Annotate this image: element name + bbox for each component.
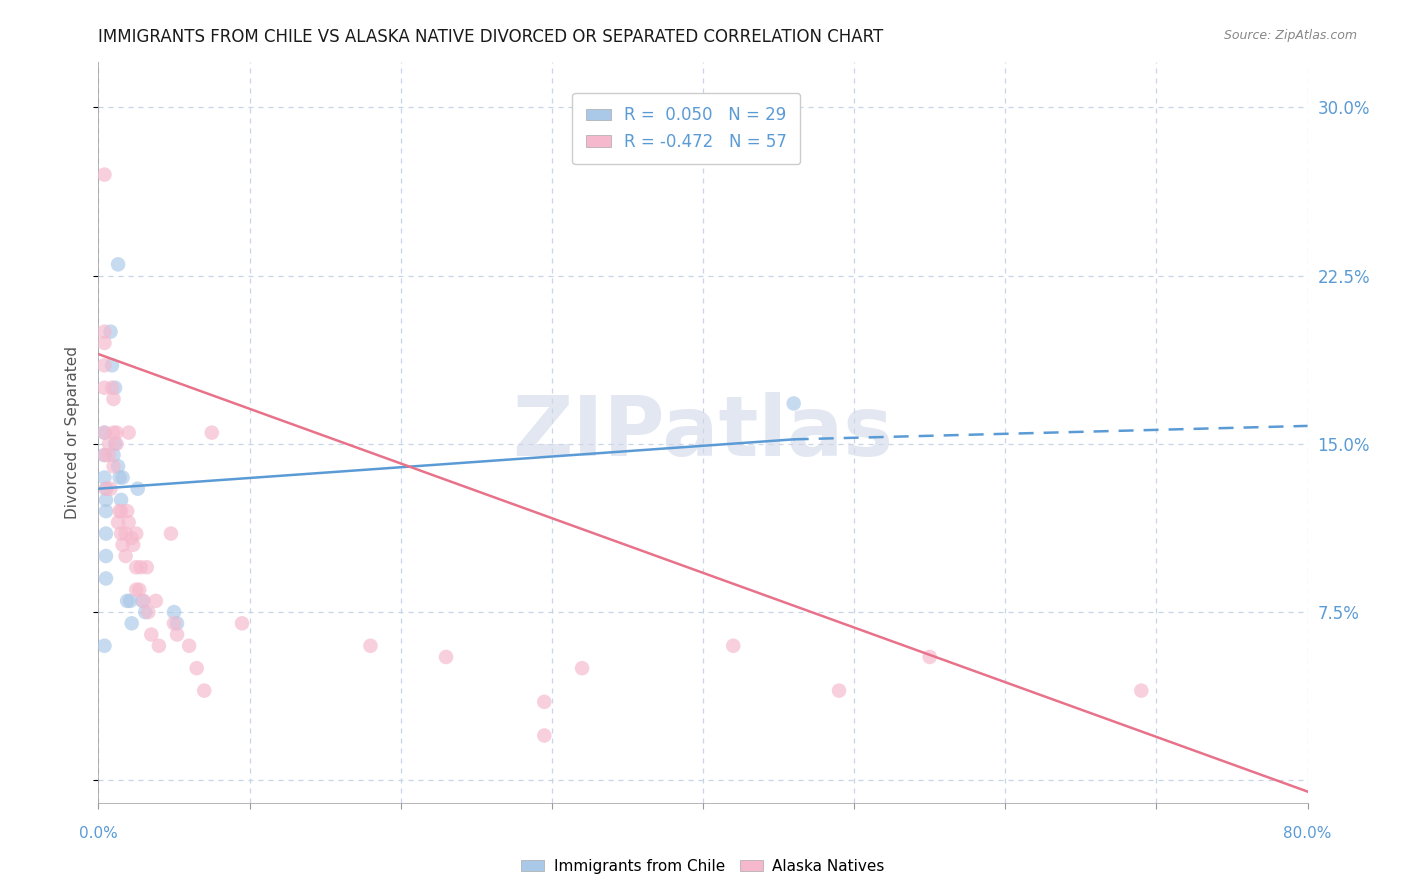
Point <box>101 359 124 373</box>
Point <box>918 650 941 665</box>
Point <box>111 470 134 484</box>
Point <box>93 470 115 484</box>
Legend: R =  0.050   N = 29, R = -0.472   N = 57: R = 0.050 N = 29, R = -0.472 N = 57 <box>572 93 800 164</box>
Point <box>93 448 115 462</box>
Point <box>105 437 128 451</box>
Point <box>125 526 148 541</box>
Point <box>114 549 136 563</box>
Text: ZIPatlas: ZIPatlas <box>513 392 893 473</box>
Point <box>94 504 117 518</box>
Point <box>115 594 138 608</box>
Point <box>107 459 129 474</box>
Point <box>127 482 149 496</box>
Point <box>131 594 153 608</box>
Point <box>104 437 127 451</box>
Point <box>201 425 224 440</box>
Point <box>186 661 208 675</box>
Point <box>110 492 132 507</box>
Point <box>360 639 382 653</box>
Point <box>103 425 125 440</box>
Point <box>141 627 163 641</box>
Point <box>120 594 142 608</box>
Legend: Immigrants from Chile, Alaska Natives: Immigrants from Chile, Alaska Natives <box>516 853 890 880</box>
Point <box>110 526 132 541</box>
Point <box>108 470 131 484</box>
Point <box>128 582 150 597</box>
Point <box>163 616 186 631</box>
Point <box>783 396 806 410</box>
Point <box>166 616 188 631</box>
Text: 0.0%: 0.0% <box>79 827 118 841</box>
Point <box>434 650 457 665</box>
Point <box>100 325 122 339</box>
Point <box>94 526 117 541</box>
Point <box>94 571 117 585</box>
Point <box>828 683 851 698</box>
Point <box>93 381 115 395</box>
Point <box>93 448 115 462</box>
Point <box>231 616 253 631</box>
Point <box>93 425 115 440</box>
Point <box>94 482 117 496</box>
Point <box>93 335 115 350</box>
Point <box>107 257 129 271</box>
Point <box>193 683 215 698</box>
Point <box>118 516 141 530</box>
Point <box>160 526 183 541</box>
Point <box>121 531 143 545</box>
Point <box>132 594 155 608</box>
Point <box>93 639 115 653</box>
Point <box>121 616 143 631</box>
Point <box>118 425 141 440</box>
Point <box>129 560 152 574</box>
Point <box>136 605 159 619</box>
Point <box>103 459 125 474</box>
Point <box>134 605 156 619</box>
Point <box>533 729 555 743</box>
Point <box>135 560 157 574</box>
Point <box>179 639 201 653</box>
Point <box>94 549 117 563</box>
Point <box>93 425 115 440</box>
Text: 80.0%: 80.0% <box>1284 827 1331 841</box>
Point <box>145 594 167 608</box>
Point <box>104 381 127 395</box>
Point <box>111 538 134 552</box>
Point <box>105 425 128 440</box>
Point <box>94 482 117 496</box>
Point <box>103 392 125 406</box>
Point <box>114 526 136 541</box>
Point <box>94 492 117 507</box>
Point <box>148 639 170 653</box>
Point <box>533 695 555 709</box>
Point <box>115 504 138 518</box>
Point <box>93 168 115 182</box>
Point <box>571 661 593 675</box>
Point <box>163 605 186 619</box>
Point <box>107 516 129 530</box>
Point <box>125 560 148 574</box>
Point <box>101 381 124 395</box>
Point <box>98 448 121 462</box>
Point <box>93 359 115 373</box>
Point <box>103 448 125 462</box>
Point <box>100 482 122 496</box>
Text: IMMIGRANTS FROM CHILE VS ALASKA NATIVE DIVORCED OR SEPARATED CORRELATION CHART: IMMIGRANTS FROM CHILE VS ALASKA NATIVE D… <box>98 28 883 45</box>
Text: Source: ZipAtlas.com: Source: ZipAtlas.com <box>1223 29 1357 42</box>
Point <box>98 437 121 451</box>
Y-axis label: Divorced or Separated: Divorced or Separated <box>65 346 80 519</box>
Point <box>93 325 115 339</box>
Point <box>125 582 148 597</box>
Point <box>110 504 132 518</box>
Point <box>122 538 145 552</box>
Point <box>1130 683 1153 698</box>
Point <box>108 504 131 518</box>
Point <box>723 639 745 653</box>
Point <box>166 627 188 641</box>
